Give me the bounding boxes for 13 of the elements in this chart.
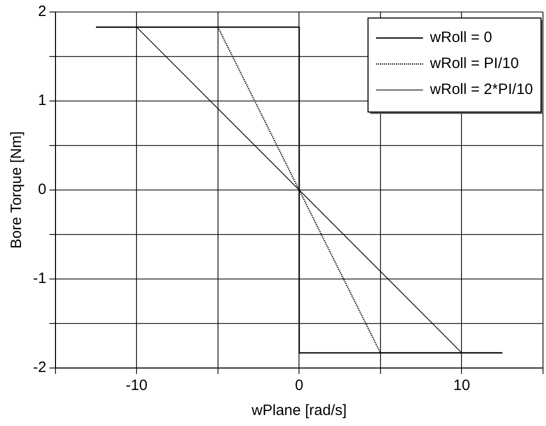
- y-tick-label: 0: [38, 181, 46, 198]
- y-tick-label: 2: [38, 3, 46, 20]
- x-axis-title: wPlane [rad/s]: [250, 402, 347, 420]
- x-tick-label: 10: [453, 377, 470, 394]
- legend-label: wRoll = 2*PI/10: [429, 81, 534, 98]
- y-tick-label: -2: [32, 359, 46, 376]
- x-tick-label: -10: [126, 377, 148, 394]
- y-tick-label: -1: [32, 270, 46, 288]
- legend-label: wRoll = PI/10: [429, 55, 519, 72]
- y-tick-label: 1: [38, 92, 46, 110]
- x-tick-label: 0: [294, 377, 304, 394]
- y-axis-title: Bore Torque [Nm]: [8, 131, 26, 249]
- legend-label: wRoll = 0: [429, 29, 492, 46]
